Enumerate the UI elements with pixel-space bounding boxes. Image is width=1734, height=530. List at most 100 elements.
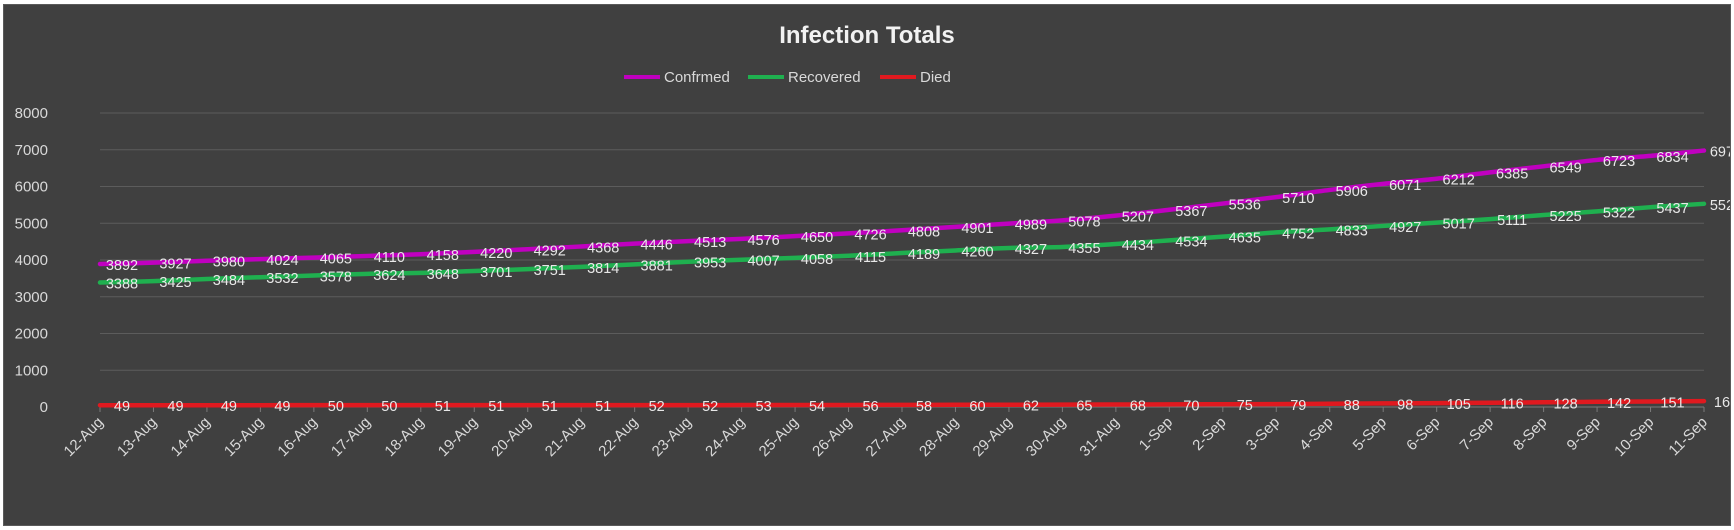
data-label-confrmed: 6212 <box>1443 173 1475 189</box>
data-label-recovered: 3578 <box>320 270 352 286</box>
x-tick-label: 10-Sep <box>1611 414 1657 460</box>
x-tick-label: 4-Sep <box>1296 414 1336 454</box>
series-line-died <box>97 398 1707 408</box>
series-line-confrmed <box>97 148 1707 267</box>
data-label-died: 62 <box>1023 399 1039 415</box>
data-label-confrmed: 5710 <box>1282 191 1314 207</box>
data-label-confrmed: 4808 <box>908 224 940 240</box>
data-label-recovered: 4355 <box>1068 241 1100 257</box>
x-tick-label: 7-Sep <box>1457 414 1497 454</box>
x-tick-label: 3-Sep <box>1243 414 1283 454</box>
data-label-confrmed: 4158 <box>427 248 459 264</box>
data-label-recovered: 5529 <box>1710 198 1730 214</box>
data-label-died: 51 <box>435 399 451 415</box>
data-label-recovered: 3751 <box>534 263 566 279</box>
data-label-confrmed: 4220 <box>480 246 512 262</box>
data-label-recovered: 4927 <box>1389 220 1421 236</box>
data-label-confrmed: 5078 <box>1068 214 1100 230</box>
data-label-died: 53 <box>756 399 772 415</box>
data-label-confrmed: 5536 <box>1229 198 1261 214</box>
x-tick-label: 17-Aug <box>328 414 374 460</box>
data-label-died: 116 <box>1501 397 1524 413</box>
data-label-confrmed: 4110 <box>374 250 405 266</box>
data-label-confrmed: 4065 <box>320 252 352 268</box>
x-tick-label: 22-Aug <box>595 414 641 460</box>
x-tick-label: 6-Sep <box>1403 414 1443 454</box>
data-label-confrmed: 4901 <box>961 221 993 237</box>
data-label-died: 68 <box>1130 399 1146 415</box>
data-label-confrmed: 4650 <box>801 230 833 246</box>
data-label-confrmed: 3980 <box>213 255 245 271</box>
data-label-recovered: 5017 <box>1443 217 1475 233</box>
x-tick-label: 21-Aug <box>542 414 588 460</box>
legend-item-recovered: Recovered <box>748 69 861 86</box>
data-label-confrmed: 5906 <box>1336 184 1368 200</box>
data-label-recovered: 4189 <box>908 247 940 263</box>
data-label-died: 65 <box>1076 399 1092 415</box>
x-tick-label: 5-Sep <box>1350 414 1390 454</box>
data-label-died: 52 <box>649 399 665 415</box>
data-label-recovered: 3532 <box>266 271 298 287</box>
data-label-recovered: 3881 <box>641 258 673 274</box>
data-label-confrmed: 6834 <box>1656 150 1688 166</box>
x-tick-label: 19-Aug <box>435 414 481 460</box>
data-label-died: 56 <box>862 399 878 415</box>
y-axis: 0 1000 2000 3000 4000 5000 6000 7000 8000 <box>15 105 48 416</box>
data-label-died: 60 <box>969 399 985 415</box>
data-label-died: 52 <box>702 399 718 415</box>
series-line-recovered <box>97 201 1707 285</box>
y-tick-label: 7000 <box>15 142 48 159</box>
chart-frame: Infection Totals Confrmed Recovered Died 0… <box>3 4 1731 526</box>
data-label-confrmed: 6549 <box>1549 160 1581 176</box>
data-label-died: 49 <box>114 399 130 415</box>
data-label-recovered: 3648 <box>427 267 459 283</box>
y-tick-label: 6000 <box>15 179 48 196</box>
data-label-confrmed: 4446 <box>641 238 673 254</box>
data-label-recovered: 3953 <box>694 256 726 272</box>
x-tick-label: 24-Aug <box>702 414 748 460</box>
data-label-confrmed: 4513 <box>694 235 726 251</box>
x-tick-label: 27-Aug <box>863 414 909 460</box>
y-tick-label: 8000 <box>15 105 48 122</box>
data-label-recovered: 3425 <box>159 275 191 291</box>
legend-label: Confrmed <box>664 69 730 86</box>
data-label-recovered: 4115 <box>855 250 886 266</box>
x-tick-label: 31-Aug <box>1076 414 1122 460</box>
legend: Confrmed Recovered Died <box>624 69 951 86</box>
data-label-recovered: 4833 <box>1336 223 1368 239</box>
data-label-confrmed: 5207 <box>1122 210 1154 226</box>
y-tick-label: 5000 <box>15 215 48 232</box>
data-label-died: 58 <box>916 399 932 415</box>
legend-label: Recovered <box>788 69 861 86</box>
data-label-died: 49 <box>167 399 183 415</box>
data-label-recovered: 4752 <box>1282 226 1314 242</box>
data-labels: 3892 3927 3980 4024 4065 4110 4158 4220 4292 4368… <box>106 145 1730 416</box>
data-label-recovered: 4534 <box>1175 234 1207 250</box>
data-label-recovered: 4327 <box>1015 242 1047 258</box>
x-tick-label: 2-Sep <box>1189 414 1229 454</box>
data-label-confrmed: 3892 <box>106 258 138 274</box>
data-label-died: 88 <box>1344 398 1360 414</box>
x-tick-label: 30-Aug <box>1023 414 1069 460</box>
data-label-died: 128 <box>1553 396 1577 412</box>
x-tick-label: 25-Aug <box>756 414 802 460</box>
data-label-died: 54 <box>809 399 825 415</box>
data-label-died: 151 <box>1660 395 1684 411</box>
x-tick-label: 20-Aug <box>488 414 534 460</box>
series-lines <box>97 148 1707 408</box>
data-label-died: 79 <box>1290 398 1306 414</box>
x-tick-label: 18-Aug <box>381 414 427 460</box>
data-label-recovered: 5437 <box>1656 201 1688 217</box>
data-label-recovered: 4058 <box>801 252 833 268</box>
x-axis: 12-Aug 13-Aug 14-Aug 15-Aug 16-Aug 17-Aug 18-A… <box>61 407 1711 460</box>
data-label-recovered: 3624 <box>373 268 405 284</box>
y-tick-label: 4000 <box>15 252 48 269</box>
x-tick-label: 1-Sep <box>1136 414 1176 454</box>
x-tick-label: 23-Aug <box>649 414 695 460</box>
data-label-recovered: 3701 <box>480 265 512 281</box>
data-label-died: 51 <box>542 399 558 415</box>
line-chart: Infection Totals Confrmed Recovered Died 0… <box>15 22 1730 460</box>
data-label-died: 105 <box>1447 397 1471 413</box>
x-tick-label: 14-Aug <box>168 414 214 460</box>
data-label-confrmed: 6978 <box>1710 145 1730 161</box>
